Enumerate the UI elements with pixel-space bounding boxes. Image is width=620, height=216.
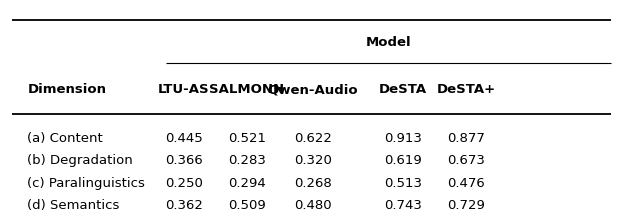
Text: (a) Content: (a) Content [27,132,103,145]
Text: 0.445: 0.445 [165,132,203,145]
Text: Qwen-Audio: Qwen-Audio [268,83,358,96]
Text: (d) Semantics: (d) Semantics [27,199,120,212]
Text: 0.913: 0.913 [384,132,422,145]
Text: 0.877: 0.877 [448,132,485,145]
Text: 0.283: 0.283 [228,154,266,167]
Text: LTU-AS: LTU-AS [158,83,210,96]
Text: 0.250: 0.250 [165,177,203,190]
Text: 0.320: 0.320 [294,154,332,167]
Text: 0.480: 0.480 [294,199,332,212]
Text: 0.294: 0.294 [228,177,266,190]
Text: (c) Paralinguistics: (c) Paralinguistics [27,177,145,190]
Text: Dimension: Dimension [27,83,107,96]
Text: SALMONN: SALMONN [210,83,285,96]
Text: 0.622: 0.622 [294,132,332,145]
Text: (b) Degradation: (b) Degradation [27,154,133,167]
Text: 0.268: 0.268 [294,177,332,190]
Text: DeSTA+: DeSTA+ [437,83,496,96]
Text: 0.366: 0.366 [165,154,203,167]
Text: 0.673: 0.673 [448,154,485,167]
Text: 0.513: 0.513 [384,177,422,190]
Text: Model: Model [365,35,411,49]
Text: 0.362: 0.362 [165,199,203,212]
Text: 0.521: 0.521 [228,132,266,145]
Text: 0.619: 0.619 [384,154,422,167]
Text: 0.743: 0.743 [384,199,422,212]
Text: DeSTA: DeSTA [379,83,427,96]
Text: 0.729: 0.729 [448,199,485,212]
Text: 0.476: 0.476 [448,177,485,190]
Text: 0.509: 0.509 [228,199,266,212]
